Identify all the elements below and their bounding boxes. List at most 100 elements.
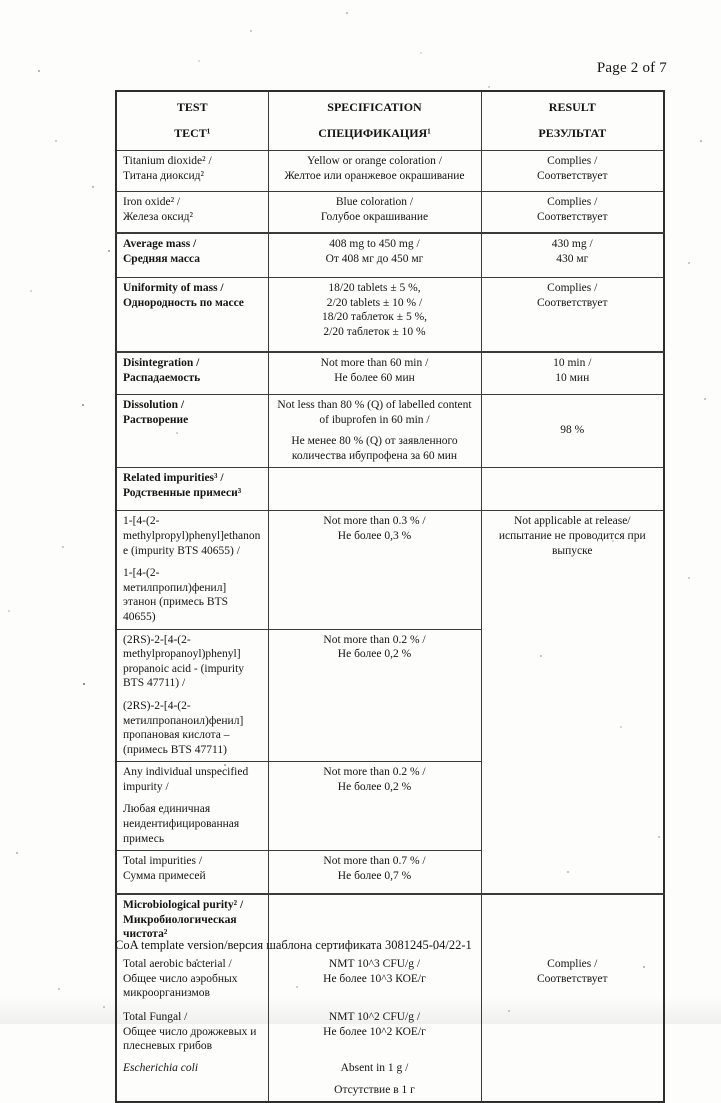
spec-ru: Не более 10^3 КОЕ/г (323, 972, 426, 985)
cell-specification: Not more than 0.2 % / Не более 0,2 % (267, 628, 482, 763)
cell-test: Any individual unspecified impurity / Лю… (115, 761, 269, 852)
row-dissolution: Dissolution / Растворение Not less than … (115, 393, 665, 469)
header-specification: SPECIFICATION СПЕЦИФИКАЦИЯ¹ (267, 90, 482, 151)
test-ru: Железа оксид² (123, 210, 193, 223)
spec-line: 18/20 таблеток ± 5 %, (321, 311, 428, 324)
cell-result: 98 % (480, 393, 665, 469)
test-en: Disintegration / (123, 357, 200, 369)
header-test: TEST ТЕСТ¹ (115, 90, 269, 151)
cell-result-merged-impurities: Not applicable at release/ испытание не … (480, 510, 665, 895)
test-en: 1-[4-(2-methylpropyl)phenyl]ethanone (im… (123, 515, 261, 557)
test-ru: Титана диоксид² (123, 169, 204, 182)
result-en: Complies / (547, 196, 598, 208)
header-result-en: RESULT (548, 100, 596, 114)
test-ru: Средняя масса (123, 252, 201, 265)
coa-specification-table: TEST ТЕСТ¹ SPECIFICATION СПЕЦИФИКАЦИЯ¹ R… (115, 90, 665, 1103)
cell-result-empty (480, 467, 665, 512)
cell-result: Complies / Соответствует (480, 954, 665, 1008)
spec-en: Not more than 0.2 % / (323, 766, 426, 779)
spec-ru: Не менее 80 % (Q) от заявленного количес… (291, 435, 458, 462)
spec-en: Not less than 80 % (Q) of labelled conte… (277, 399, 472, 426)
cell-test: (2RS)-2-[4-(2-methylpropanoyl)phenyl] pr… (115, 628, 269, 763)
header-result-ru: РЕЗУЛЬТАТ (538, 126, 607, 141)
result-ru: испытание не проводится при выпуске (498, 529, 646, 557)
row-disintegration: Disintegration / Распадаемость Not more … (115, 351, 665, 395)
cell-test: Total Fungal / Общее число дрожжевых и п… (115, 1007, 269, 1059)
row-uniformity-of-mass: Uniformity of mass / Однородность по мас… (115, 277, 665, 353)
spec-en: NMT 10^2 CFU/g / (328, 1011, 421, 1024)
spec-ru: Голубое окрашивание (320, 210, 429, 223)
cell-test: Titanium dioxide² / Титана диоксид² (115, 150, 269, 192)
cell-test: Disintegration / Распадаемость (115, 351, 269, 395)
spec-en: Absent in 1 g / (340, 1062, 409, 1075)
cell-specification: Not more than 60 min / Не более 60 мин (267, 351, 482, 395)
page-number: Page 2 of 7 (596, 60, 667, 76)
header-result: RESULT РЕЗУЛЬТАТ (480, 90, 665, 151)
spec-ru: Не более 0,3 % (337, 529, 412, 542)
test-en: Titanium dioxide² / (123, 155, 212, 167)
cell-test: Microbiological purity² / Микробиологиче… (115, 893, 269, 955)
cell-result: 430 mg / 430 мг (480, 232, 665, 278)
test-en: Uniformity of mass / (123, 282, 224, 294)
spec-ru: Не более 0,2 % (337, 780, 412, 793)
table-header-row: TEST ТЕСТ¹ SPECIFICATION СПЕЦИФИКАЦИЯ¹ R… (115, 90, 665, 151)
spec-en: Not more than 60 min / (320, 357, 429, 369)
spec-ru: Не более 10^2 КОЕ/г (323, 1025, 426, 1038)
cell-test: Uniformity of mass / Однородность по мас… (115, 277, 269, 353)
test-ru: Распадаемость (123, 371, 201, 384)
row-average-mass: Average mass / Средняя масса 408 mg to 4… (115, 232, 665, 278)
spec-ru: От 408 мг до 450 мг (325, 252, 424, 265)
test-ru: 1-[4-(2-метилпропил)фенил] этанон (приме… (123, 567, 229, 623)
test-ru: Сумма примесей (123, 869, 206, 882)
spec-ru: Желтое или оранжевое окрашивание (284, 169, 465, 182)
spec-line: 2/20 tablets ± 10 % / (326, 296, 423, 309)
result-value: 98 % (560, 424, 585, 437)
cell-specification: Blue coloration / Голубое окрашивание (267, 191, 482, 234)
cell-result-empty (480, 893, 665, 955)
spec-en: Blue coloration / (335, 196, 414, 208)
spec-en: Yellow or orange coloration / (307, 155, 442, 167)
result-ru: Соответствует (536, 296, 608, 309)
scan-noise (0, 0, 2, 2)
cell-specification: Yellow or orange coloration / Желтое или… (267, 150, 482, 192)
cell-result-empty (480, 1058, 665, 1103)
header-test-en: TEST (176, 100, 208, 114)
cell-specification: Not more than 0.7 % / Не более 0,7 % (267, 850, 482, 895)
cell-specification: NMT 10^3 CFU/g / Не более 10^3 КОЕ/г (267, 954, 482, 1008)
cell-specification: 18/20 tablets ± 5 %, 2/20 tablets ± 10 %… (267, 277, 482, 353)
test-en: (2RS)-2-[4-(2-methylpropanoyl)phenyl] pr… (123, 633, 245, 690)
test-ru: Растворение (123, 413, 189, 426)
test-ru: Любая единичная неидентифицированная при… (123, 803, 240, 845)
test-en: Total aerobic bacterial / (123, 958, 232, 971)
row-impurity-bts-40655: 1-[4-(2-methylpropyl)phenyl]ethanone (im… (115, 510, 665, 895)
row-total-aerobic-bacterial: Total aerobic bacterial / Общее число аэ… (115, 954, 665, 1008)
test-ru: Родственные примеси³ (123, 486, 242, 499)
spec-en: Not more than 0.7 % / (323, 855, 426, 868)
result-en: Complies / (547, 958, 598, 971)
cell-test: Related impurities³ / Родственные примес… (115, 467, 269, 512)
cell-test: 1-[4-(2-methylpropyl)phenyl]ethanone (im… (115, 510, 269, 630)
cell-specification: Not more than 0.2 % / Не более 0,2 % (267, 761, 482, 852)
cell-specification: Not less than 80 % (Q) of labelled conte… (267, 393, 482, 469)
cell-result: Complies / Соответствует (480, 277, 665, 353)
spec-en: Not more than 0.2 % / (323, 633, 426, 646)
test-ru: Микробиологическая чистота² (123, 913, 237, 941)
coa-template-version: CoA template version/версия шаблона серт… (115, 938, 472, 952)
test-en: Related impurities³ / (123, 472, 224, 485)
cell-specification: NMT 10^2 CFU/g / Не более 10^2 КОЕ/г (267, 1007, 482, 1059)
row-titanium-dioxide: Titanium dioxide² / Титана диоксид² Yell… (115, 150, 665, 192)
cell-test: Total impurities / Сумма примесей (115, 850, 269, 895)
spec-en: Not more than 0.3 % / (323, 515, 426, 528)
row-total-impurities: Total impurities / Сумма примесей Not mo… (115, 850, 664, 895)
test-en: Average mass / (123, 238, 197, 250)
row-escherichia-coli: Escherichia coli Absent in 1 g / Отсутст… (115, 1058, 665, 1103)
result-en: 10 min / (553, 357, 592, 369)
cell-test: Iron oxide² / Железа оксид² (115, 191, 269, 234)
test-ru: Однородность по массе (123, 296, 244, 309)
result-en: 430 mg / (551, 238, 593, 250)
test-en: Dissolution / (123, 399, 185, 411)
row-total-fungal: Total Fungal / Общее число дрожжевых и п… (115, 1007, 665, 1059)
header-spec-ru: СПЕЦИФИКАЦИЯ¹ (318, 126, 431, 141)
spec-en: NMT 10^3 CFU/g / (328, 958, 421, 971)
result-ru: 430 мг (556, 252, 589, 265)
